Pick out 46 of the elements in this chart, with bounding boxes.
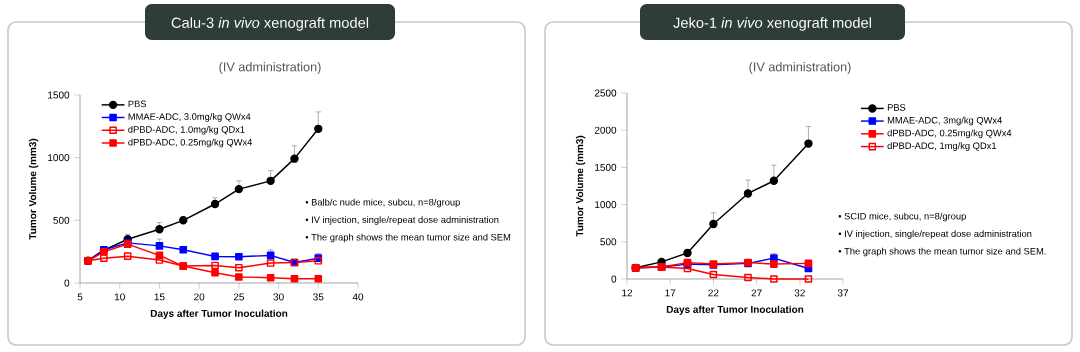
x-tick-label: 5 xyxy=(77,293,83,301)
chart-title: Jeko-1 in vivo xenograft model xyxy=(673,17,871,31)
chart-subtitle: (IV administration) xyxy=(219,62,321,74)
annotation: • The graph shows the mean tumor size and SEM. xyxy=(838,247,1046,257)
x-tick-label: 20 xyxy=(194,293,205,301)
annotation: • SCID mice, subcu, n=8/group xyxy=(838,212,966,222)
legend-label: dPBD-ADC, 1mg/kg QDx1 xyxy=(887,142,997,151)
y-tick-label: 500 xyxy=(53,216,70,224)
y-axis-title: Tumor Volume (mm3) xyxy=(28,138,39,240)
x-tick-label: 17 xyxy=(665,289,676,297)
x-axis-title: Days after Tumor Inoculation xyxy=(150,309,288,319)
y-tick-label: 2500 xyxy=(594,89,617,97)
y-tick-label: 0 xyxy=(611,275,617,283)
annotation: • Balb/c nude mice, subcu, n=8/group xyxy=(305,198,460,208)
y-axis-title: Tumor Volume (mm3) xyxy=(575,135,586,237)
y-tick-label: 2000 xyxy=(594,126,617,134)
legend-label: MMAE-ADC, 3.0mg/kg QWx4 xyxy=(128,113,251,122)
x-tick-label: 32 xyxy=(794,289,805,297)
legend-label: dPBD-ADC, 0.25mg/kg QWx4 xyxy=(887,129,1012,139)
chart-subtitle: (IV administration) xyxy=(749,62,851,74)
x-tick-label: 37 xyxy=(837,289,849,297)
legend-label: PBS xyxy=(887,104,906,111)
legend-label: PBS xyxy=(128,100,147,108)
x-axis-title: Days after Tumor Inoculation xyxy=(666,305,804,315)
annotation: • IV injection, single/repeat dose administration xyxy=(838,230,1032,239)
y-tick-label: 1000 xyxy=(48,154,70,162)
y-tick-label: 1000 xyxy=(595,201,617,209)
y-tick-label: 500 xyxy=(600,238,617,246)
legend-label: dPBD-ADC, 1.0mg/kg QDx1 xyxy=(128,125,245,135)
y-tick-label: 1500 xyxy=(595,163,617,171)
x-tick-label: 22 xyxy=(708,289,719,297)
x-tick-label: 35 xyxy=(313,293,324,301)
x-tick-label: 40 xyxy=(352,293,364,301)
x-tick-label: 15 xyxy=(154,293,165,301)
x-tick-label: 30 xyxy=(273,293,284,301)
chart-title: Calu-3 in vivo xenograft model xyxy=(171,17,369,31)
y-tick-label: 1500 xyxy=(48,91,70,99)
annotation: • The graph shows the mean tumor size and SEM xyxy=(305,233,511,243)
y-tick-label: 0 xyxy=(64,279,70,287)
legend-label: MMAE-ADC, 3mg/kg QWx4 xyxy=(887,116,1002,126)
x-tick-label: 25 xyxy=(233,293,245,301)
x-tick-label: 27 xyxy=(751,289,762,297)
x-tick-label: 12 xyxy=(622,289,633,297)
legend-label: dPBD-ADC, 0.25mg/kg QWx4 xyxy=(128,138,253,148)
x-tick-label: 10 xyxy=(114,293,125,301)
annotation: • IV injection, single/repeat dose administration xyxy=(305,216,499,225)
